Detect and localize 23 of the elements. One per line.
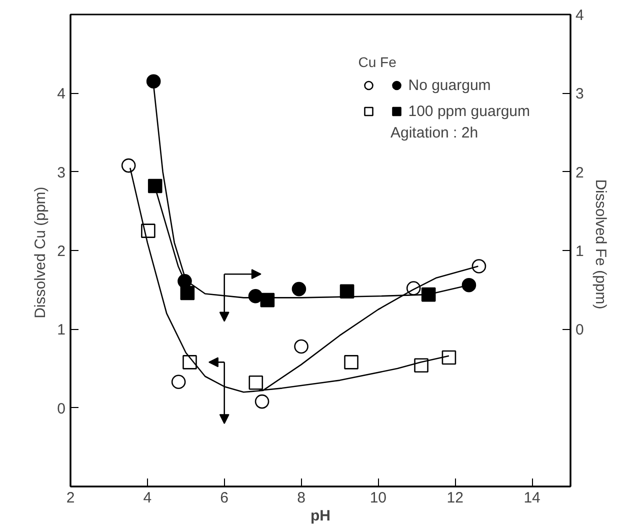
x-tick-label: 8 bbox=[297, 490, 306, 506]
x-tick-label: 6 bbox=[220, 490, 229, 506]
y2-tick-label: 3 bbox=[576, 86, 584, 103]
y2-tick-label: 1 bbox=[576, 243, 584, 260]
legend-title: Cu Fe bbox=[358, 54, 398, 70]
y2-axis-title: Dissolved Fe (ppm) bbox=[592, 179, 609, 310]
y2-tick-label: 4 bbox=[576, 7, 584, 24]
x-tick-label: 4 bbox=[143, 490, 152, 506]
y-tick-label: 0 bbox=[57, 400, 66, 418]
x-tick-label: 14 bbox=[524, 490, 540, 506]
x-tick-label: 12 bbox=[446, 490, 464, 506]
legend-label: No guargum bbox=[408, 76, 491, 94]
x-tick-label: 10 bbox=[370, 490, 387, 506]
y-tick-label: 1 bbox=[57, 322, 66, 339]
y2-tick-label: 2 bbox=[576, 164, 584, 182]
y-tick-label: 2 bbox=[57, 243, 66, 260]
x-axis-title: pH bbox=[310, 508, 330, 524]
annotation: Agitation : 2h bbox=[390, 124, 478, 142]
legend-label: 100 ppm guargum bbox=[408, 102, 530, 120]
y-tick-label: 3 bbox=[57, 164, 66, 182]
y2-tick-label: 0 bbox=[576, 322, 584, 339]
y-tick-label: 4 bbox=[57, 86, 66, 103]
y-axis-title: Dissolved Cu (ppm) bbox=[32, 186, 50, 318]
